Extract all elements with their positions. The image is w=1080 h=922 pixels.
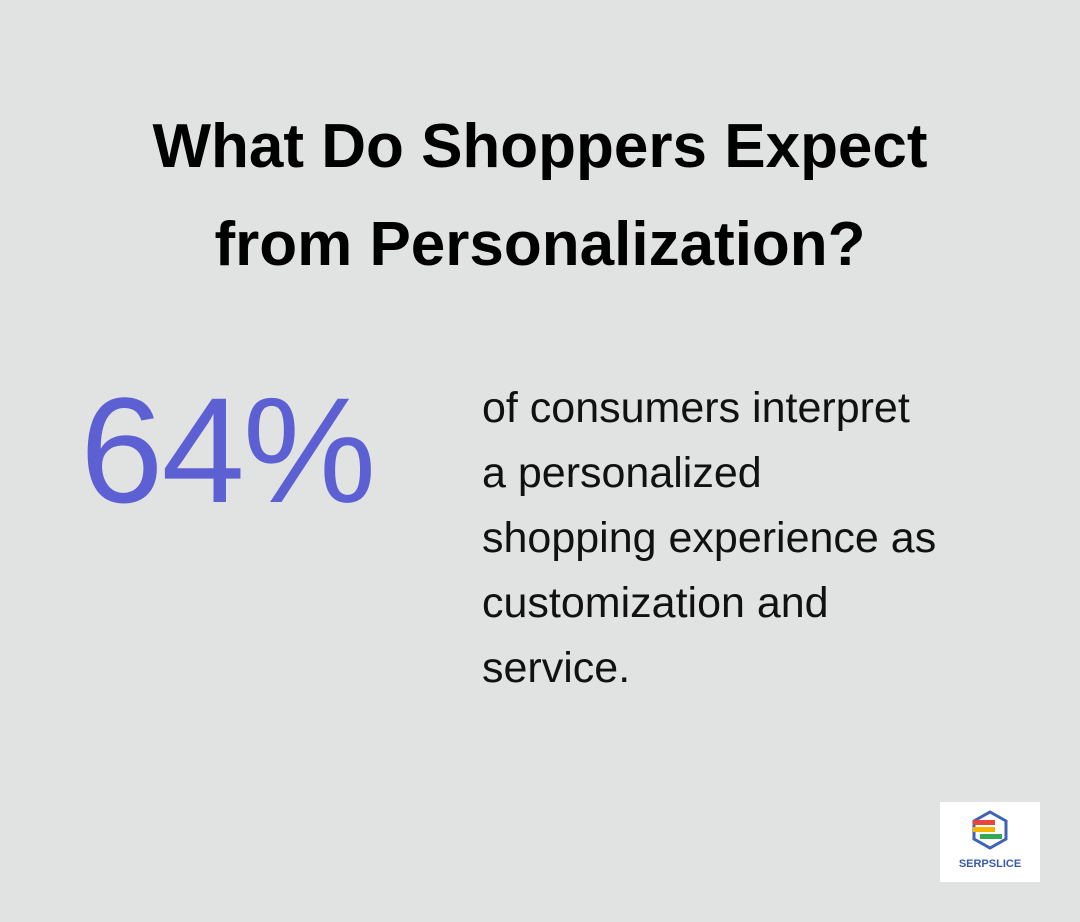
description: of consumers interpret a personalized shop… [482,376,936,701]
logo: SERPSLICE [940,802,1040,882]
logo-stripe [973,820,995,825]
title: What Do Shoppers Expect from Personalizat… [0,98,1080,294]
logo-stripe [980,834,1002,839]
title-line: from Personalization? [214,210,866,279]
description-line: of consumers interpret [482,384,910,432]
title-line: What Do Shoppers Expect [152,112,928,181]
stat: 64% [80,366,376,534]
logo-text: SERPSLICE [958,858,1022,870]
description-line: shopping experience as [482,514,937,562]
description-line: a personalized [482,449,762,497]
description-line: customization and [482,579,829,627]
logo-stripe [973,827,995,832]
description-line: service. [482,644,631,692]
logo-icon [972,810,1008,850]
